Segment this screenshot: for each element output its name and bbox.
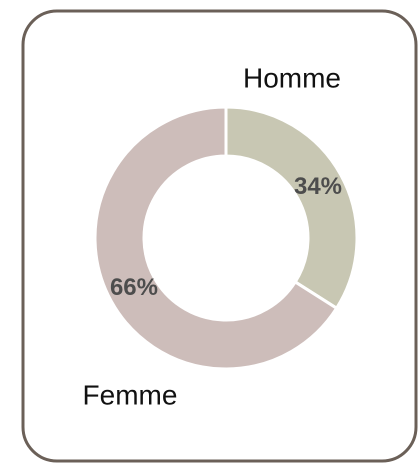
card-frame [21, 9, 418, 463]
value-label: 66% [110, 274, 158, 301]
category-label: Femme [83, 379, 178, 410]
donut-slice [224, 105, 359, 311]
category-label: Homme [243, 62, 341, 93]
value-label: 34% [294, 173, 342, 200]
donut-slice [93, 105, 339, 371]
